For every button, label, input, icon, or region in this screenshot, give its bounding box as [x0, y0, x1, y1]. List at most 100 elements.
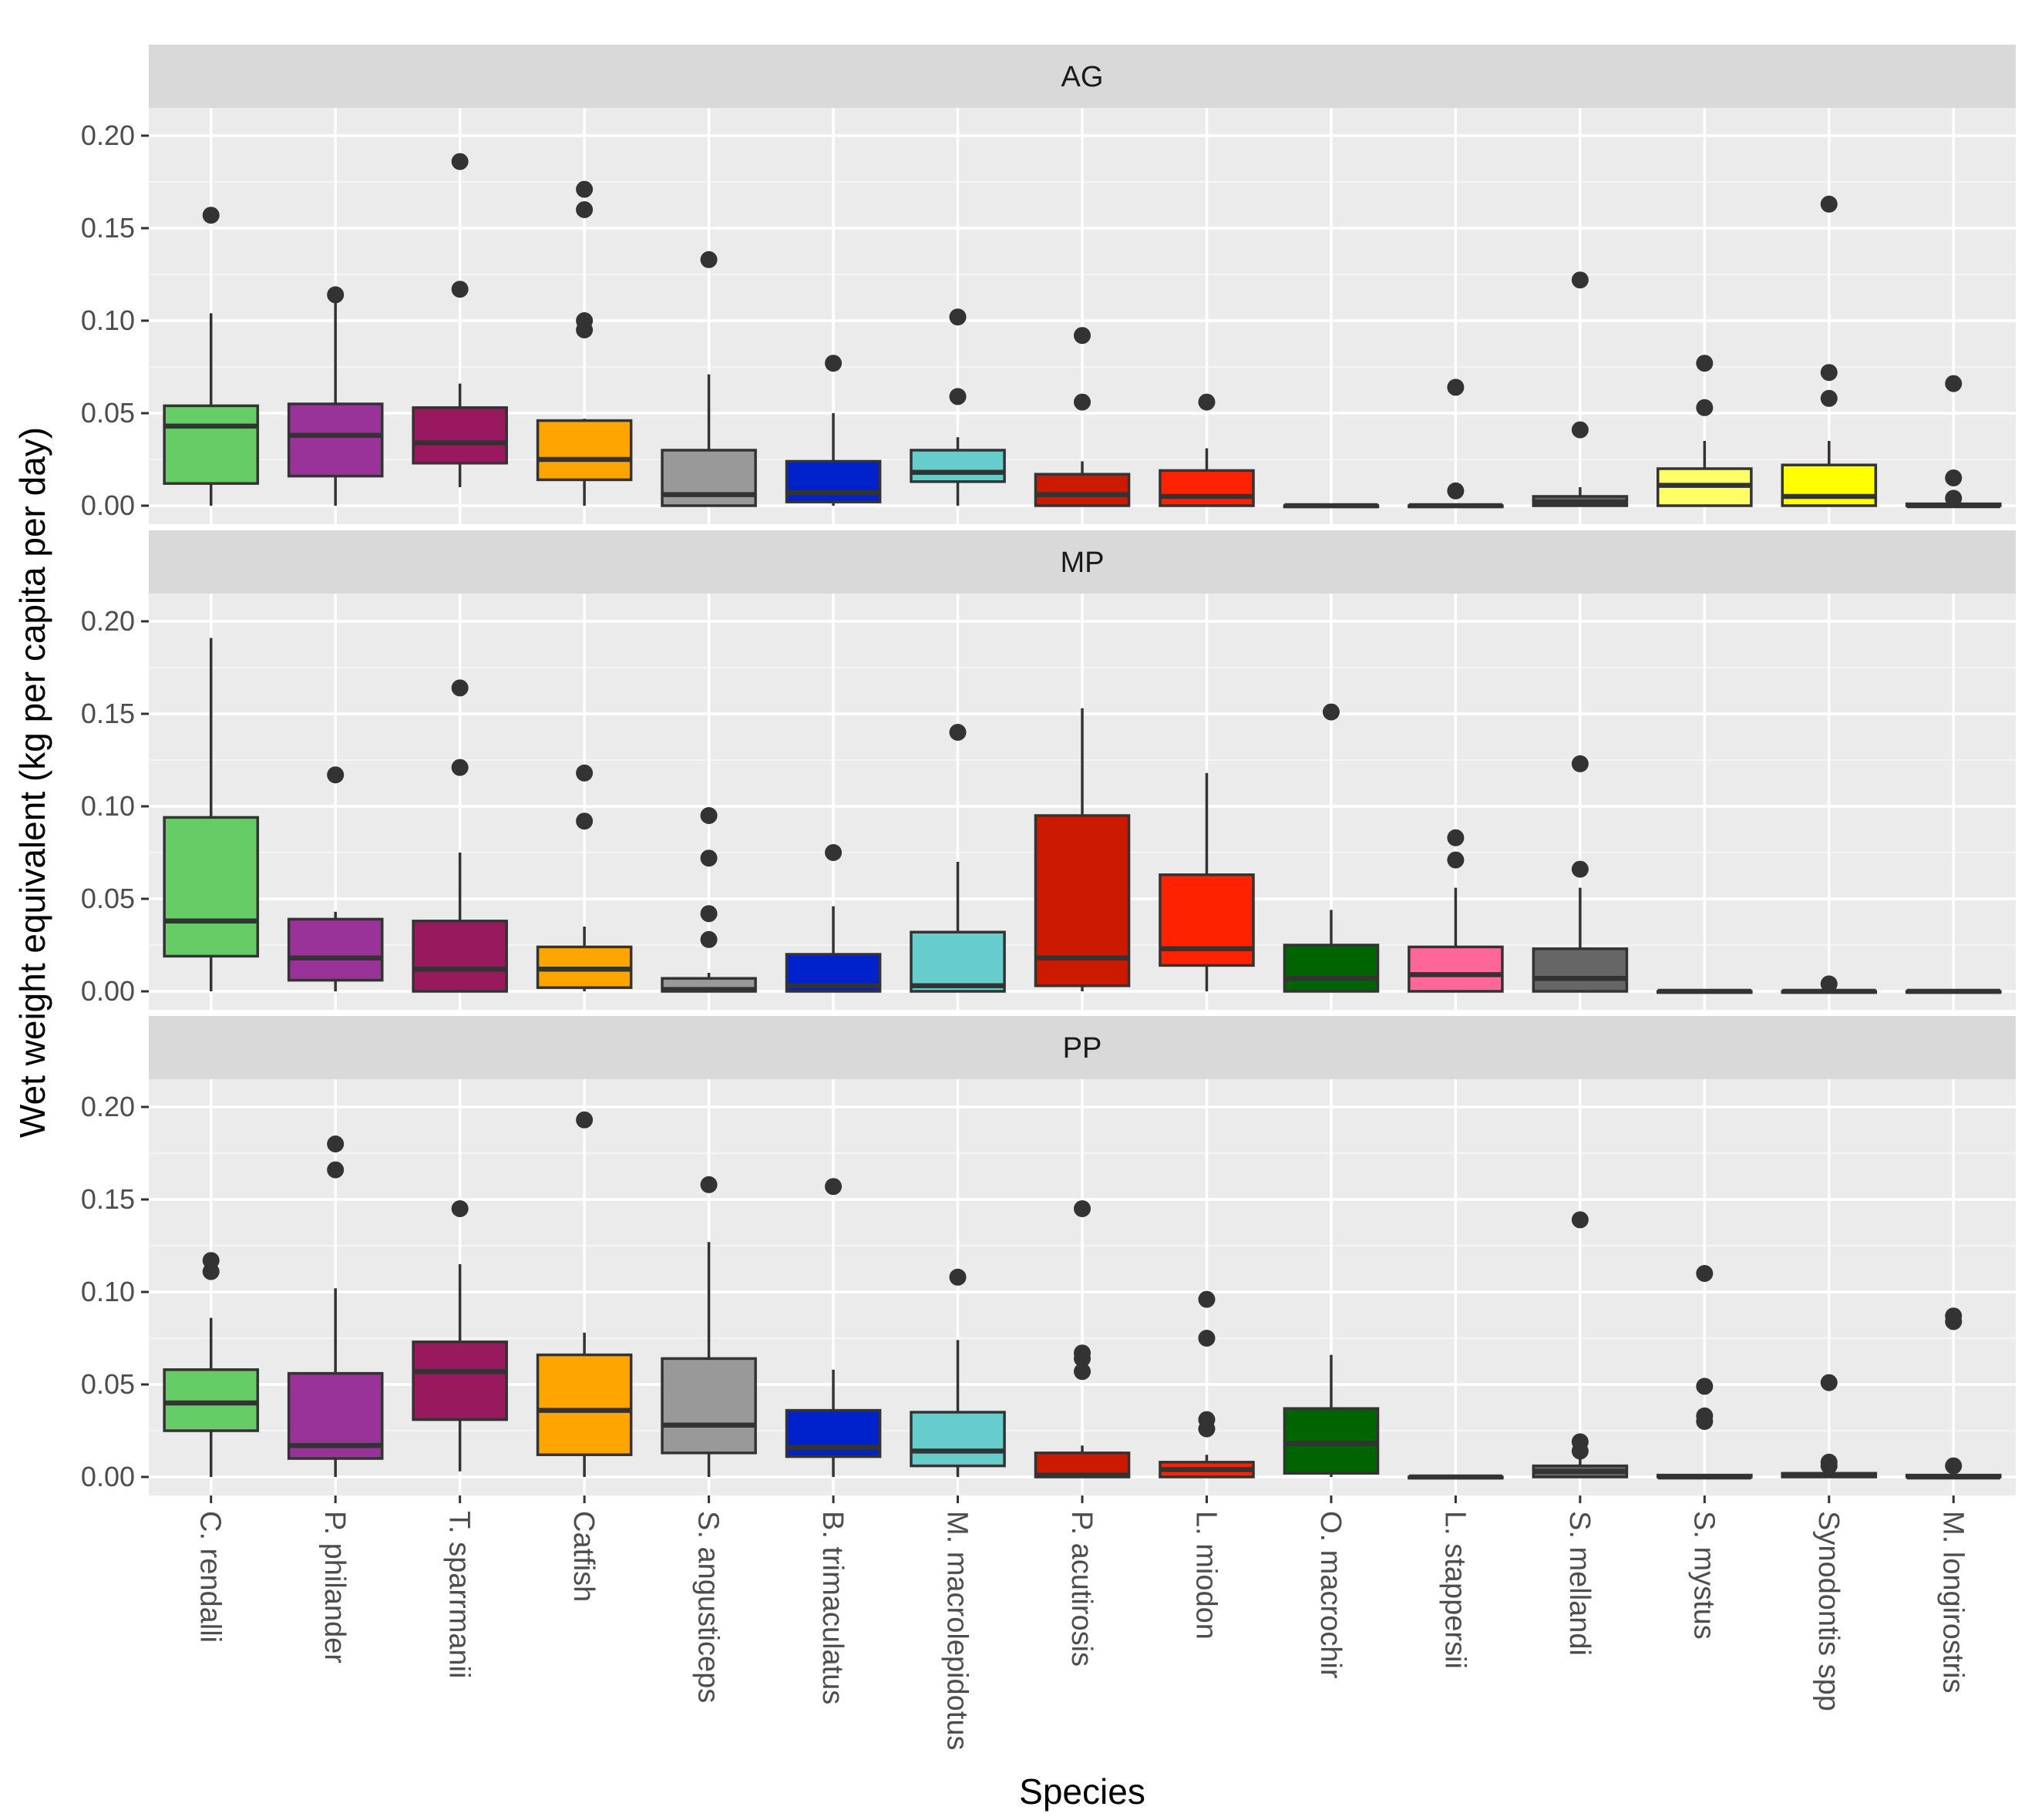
outlier-point	[576, 764, 594, 782]
box-l-miodon	[1159, 1290, 1255, 1479]
outlier-point	[1696, 1378, 1714, 1395]
x-tick-label: Synodontis spp	[1812, 1511, 1845, 1711]
outlier-point	[1571, 1433, 1589, 1451]
box-s-mystus	[1657, 1265, 1753, 1480]
box-b-trimaculatus	[785, 355, 882, 506]
box-iqr	[910, 930, 1006, 993]
outlier-point	[451, 281, 469, 298]
box-o-macrochir	[1283, 503, 1380, 509]
box-p-philander	[287, 286, 384, 506]
box-s-mystus	[1657, 355, 1753, 507]
box-p-acutirosis	[1034, 1200, 1131, 1479]
box-s-angusticeps	[661, 1176, 757, 1477]
y-tick-label: 0.00	[81, 1461, 135, 1492]
facet-panel-mp: MP 0.00 0.05 0.10 0.15 0.20	[81, 530, 2016, 1010]
box-p-philander	[287, 1135, 384, 1477]
box-l-stappersii	[1408, 378, 1504, 509]
facet-strip	[149, 1016, 2016, 1079]
box-l-miodon	[1159, 772, 1255, 991]
outlier-point	[327, 1135, 345, 1152]
box-t-sparrmanii	[412, 153, 508, 487]
box-iqr	[163, 1368, 260, 1432]
outlier-point	[1571, 860, 1589, 878]
box-c-rendalli	[163, 207, 260, 506]
x-tick-label: L. stappersii	[1438, 1511, 1471, 1669]
box-iqr	[1159, 469, 1255, 507]
facet-strip-label: MP	[1061, 547, 1105, 579]
box-iqr	[163, 816, 260, 958]
box-l-miodon	[1159, 393, 1255, 507]
box-s-mellandi	[1532, 271, 1629, 507]
outlier-point	[1696, 355, 1714, 372]
outlier-point	[825, 1178, 843, 1196]
x-tick-label: B. trimaculatus	[816, 1511, 849, 1704]
outlier-point	[700, 251, 718, 268]
box-iqr	[1408, 945, 1504, 993]
y-axis-title: Wet weight equivalent (kg per capita per…	[12, 427, 52, 1138]
x-tick-label: C. rendalli	[194, 1511, 227, 1643]
facet-strip	[149, 45, 2016, 108]
y-tick-label: 0.05	[81, 397, 135, 429]
y-tick-label: 0.15	[81, 698, 135, 729]
box-t-sparrmanii	[412, 1200, 508, 1472]
y-tick-label: 0.10	[81, 304, 135, 336]
outlier-point	[327, 286, 345, 304]
outlier-point	[576, 1111, 594, 1129]
box-s-mellandi	[1532, 755, 1629, 993]
outlier-point	[1447, 829, 1465, 846]
box-m-longirostris	[1905, 988, 2002, 994]
outlier-point	[949, 724, 967, 741]
box-s-mystus	[1657, 988, 1753, 994]
outlier-point	[1820, 195, 1838, 213]
outlier-point	[1696, 399, 1714, 416]
outlier-point	[949, 1268, 967, 1286]
box-m-macrolepidotus	[910, 1268, 1006, 1477]
outlier-point	[202, 207, 220, 224]
box-p-acutirosis	[1034, 327, 1131, 507]
box-p-philander	[287, 766, 384, 991]
box-synodontis-spp	[1781, 195, 1878, 507]
box-catfish	[536, 764, 633, 991]
box-l-stappersii	[1408, 1474, 1504, 1480]
box-b-trimaculatus	[785, 1178, 882, 1477]
outlier-point	[576, 180, 594, 198]
y-tick-label: 0.10	[81, 1276, 135, 1307]
outlier-point	[1198, 393, 1216, 411]
outlier-point	[327, 766, 345, 784]
box-b-trimaculatus	[785, 844, 882, 993]
outlier-point	[1571, 755, 1589, 772]
outlier-point	[1696, 1265, 1714, 1282]
outlier-point	[327, 1161, 345, 1179]
y-tick-label: 0.05	[81, 883, 135, 914]
box-m-longirostris	[1905, 375, 2002, 509]
facet-strip-label: AG	[1061, 61, 1104, 93]
outlier-point	[700, 930, 718, 948]
x-tick-label: S. angusticeps	[692, 1511, 725, 1703]
box-iqr	[1283, 1407, 1380, 1475]
box-s-angusticeps	[661, 807, 757, 993]
x-tick-label: O. macrochir	[1314, 1511, 1347, 1679]
outlier-point	[700, 905, 718, 923]
outlier-point	[1571, 1211, 1589, 1229]
outlier-point	[1945, 489, 1963, 507]
outlier-point	[451, 153, 469, 170]
facet-panels: AG 0.00 0.05 0.10 0.15 0.20 MP 0.00 0.05 0.10 0.15…	[81, 45, 2016, 1503]
outlier-point	[576, 201, 594, 218]
facet-strip-label: PP	[1063, 1032, 1102, 1065]
box-iqr	[412, 1341, 508, 1421]
y-tick-label: 0.00	[81, 489, 135, 521]
box-iqr	[1159, 873, 1255, 967]
x-tick-label: M. macrolepidotus	[941, 1511, 974, 1750]
outlier-point	[1945, 469, 1963, 486]
x-axis-title: Species	[1019, 1771, 1145, 1812]
y-tick-label: 0.20	[81, 119, 135, 151]
facet-strip	[149, 530, 2016, 594]
box-iqr	[287, 402, 384, 478]
box-p-acutirosis	[1034, 708, 1131, 991]
box-iqr	[910, 1411, 1006, 1468]
box-iqr	[536, 1353, 633, 1456]
box-catfish	[536, 1111, 633, 1477]
y-tick-label: 0.05	[81, 1368, 135, 1400]
outlier-point	[451, 1200, 469, 1217]
box-s-mellandi	[1532, 1211, 1629, 1479]
